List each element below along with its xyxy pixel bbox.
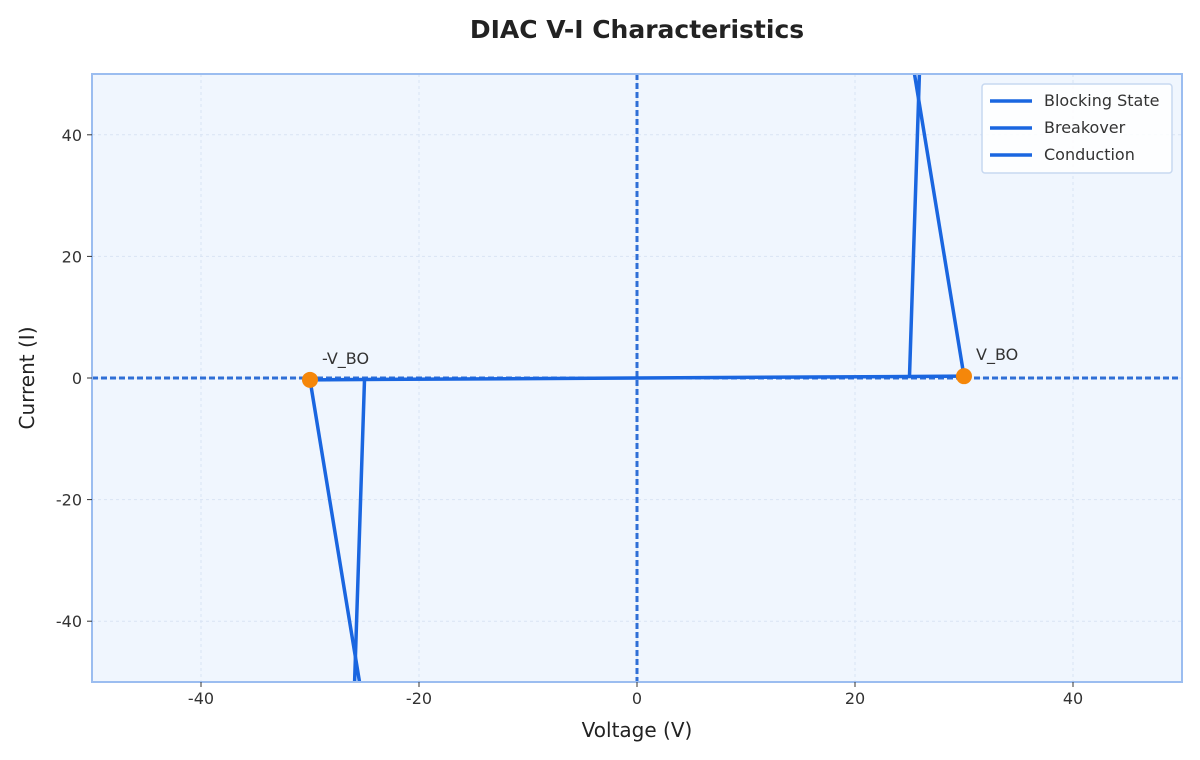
chart-title: DIAC V-I Characteristics: [470, 15, 804, 44]
legend-box: [981, 83, 1173, 174]
legend: Blocking State Breakover Conduction: [981, 83, 1173, 174]
y-axis-label: Current (I): [15, 327, 39, 430]
y-tick-label: 20: [62, 247, 82, 266]
series-conduction-line: [352, 378, 367, 682]
negative-breakover-point: [302, 371, 318, 388]
x-axis-label: Voltage (V): [582, 718, 693, 742]
legend-conduction-label: Conduction: [1044, 145, 1135, 164]
x-tick-label: 20: [845, 689, 865, 708]
plot-area: -V_BO V_BO -40 -20 0 20 40 -40 -20 0 20 40: [56, 73, 1183, 708]
legend-blocking-state-label: Blocking State: [1044, 91, 1159, 110]
y-tick-label: 40: [62, 126, 82, 145]
positive-breakover-point: [956, 368, 972, 385]
y-tick-label: -20: [56, 491, 82, 510]
positive-breakover-label: V_BO: [976, 345, 1018, 365]
series-lines: [308, 74, 966, 682]
x-tick-label: -20: [406, 689, 432, 708]
series-conduction-line-mirror: [907, 74, 922, 378]
x-tick-label: -40: [188, 689, 214, 708]
x-tick-label: 0: [632, 689, 642, 708]
y-tick-label: -40: [56, 612, 82, 631]
y-tick-label: 0: [72, 369, 82, 388]
negative-breakover-label: -V_BO: [322, 349, 369, 369]
series-blocking-state-line: [308, 374, 966, 382]
legend-breakover-label: Breakover: [1044, 118, 1126, 137]
x-tick-label: 40: [1063, 689, 1083, 708]
